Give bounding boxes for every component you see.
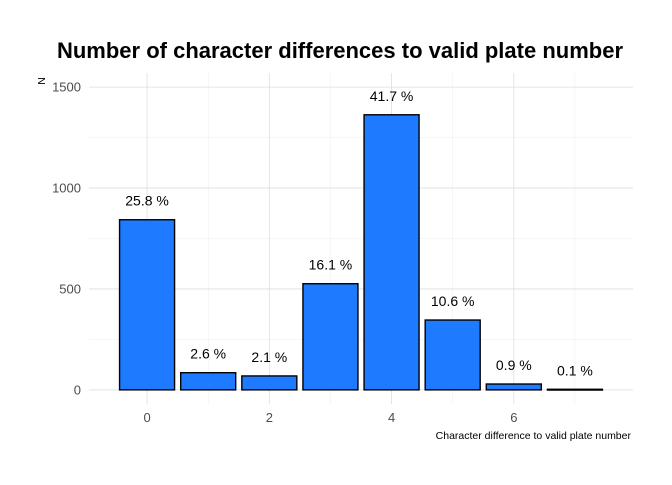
y-tick-label: 0 bbox=[74, 382, 81, 397]
bar bbox=[363, 114, 420, 391]
x-tick-label: 6 bbox=[510, 410, 517, 425]
x-tick-label: 4 bbox=[388, 410, 395, 425]
chart-title: Number of character differences to valid… bbox=[57, 38, 623, 63]
bar-data-label: 2.6 % bbox=[190, 346, 226, 362]
bar bbox=[424, 319, 481, 391]
bar-data-label: 0.1 % bbox=[557, 362, 593, 378]
bar bbox=[302, 283, 359, 391]
bar bbox=[179, 372, 237, 391]
bar-data-labels: 25.8 % 2.6 % 2.1 % 16.1 % 41.7 % 10.6 % 0.9 % 0… bbox=[125, 88, 593, 378]
x-tick-label: 0 bbox=[143, 410, 150, 425]
bar-data-label: 16.1 % bbox=[309, 257, 353, 273]
y-tick-label: 1500 bbox=[52, 80, 81, 95]
bar-data-label: 0.9 % bbox=[496, 357, 532, 373]
x-tick-label: 2 bbox=[266, 410, 273, 425]
bar-data-label: 25.8 % bbox=[125, 193, 169, 209]
bar-data-label: 2.1 % bbox=[251, 349, 287, 365]
bar bbox=[485, 383, 543, 391]
bars bbox=[118, 114, 604, 391]
bar bbox=[546, 388, 604, 391]
x-axis-label: Character difference to valid plate numb… bbox=[436, 430, 632, 442]
bar-data-label: 41.7 % bbox=[370, 88, 414, 104]
y-tick-label: 1000 bbox=[52, 181, 81, 196]
y-axis-label: N bbox=[36, 77, 48, 85]
bar bbox=[241, 375, 298, 391]
y-tick-label: 500 bbox=[59, 281, 81, 296]
bar bbox=[118, 219, 176, 391]
bar-data-label: 10.6 % bbox=[431, 293, 475, 309]
tick-labels: 0 500 1000 1500 0 2 4 6 bbox=[52, 80, 517, 425]
